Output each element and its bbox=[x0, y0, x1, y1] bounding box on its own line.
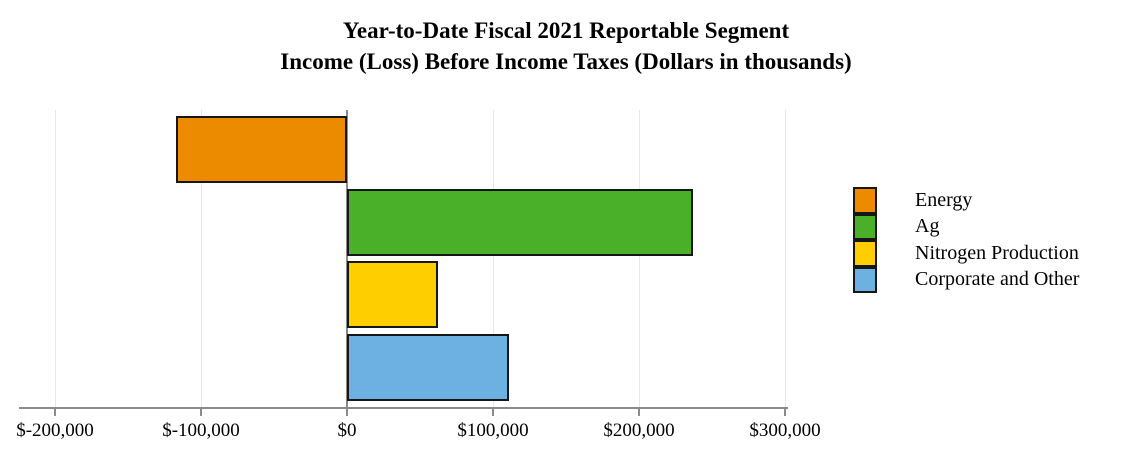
x-axis-tick bbox=[200, 407, 202, 416]
bar-nitrogen-production bbox=[347, 261, 438, 328]
x-axis-tick-label: $0 bbox=[337, 420, 357, 441]
x-axis-tick-label: $300,000 bbox=[749, 420, 821, 441]
bar-energy bbox=[176, 116, 347, 183]
legend-label: Energy bbox=[915, 188, 973, 211]
legend-label: Corporate and Other bbox=[915, 268, 1080, 291]
bar-ag bbox=[347, 188, 694, 256]
chart-title-line2: Income (Loss) Before Income Taxes (Dolla… bbox=[280, 49, 852, 74]
legend-label: Nitrogen Production bbox=[915, 241, 1079, 264]
chart-title: Year-to-Date Fiscal 2021 Reportable Segm… bbox=[0, 15, 1132, 77]
x-axis-tick bbox=[492, 407, 494, 416]
x-axis-tick bbox=[784, 407, 786, 416]
legend-item-corporate-and-other: Corporate and Other bbox=[853, 266, 1080, 293]
x-axis-tick-label: $200,000 bbox=[603, 420, 675, 441]
x-axis-tick-label: $-200,000 bbox=[16, 420, 94, 441]
x-axis-tick-label: $100,000 bbox=[457, 420, 529, 441]
gridline bbox=[493, 110, 494, 407]
gridline bbox=[639, 110, 640, 407]
legend: Energy Ag Nitrogen Production Corporate and… bbox=[853, 187, 1079, 293]
gridline bbox=[55, 110, 56, 407]
legend-swatch-ag bbox=[853, 213, 877, 240]
legend-item-ag: Ag bbox=[853, 213, 1079, 240]
gridline bbox=[785, 110, 786, 407]
zero-axis-line bbox=[346, 110, 348, 407]
x-axis-tick bbox=[346, 407, 348, 416]
gridline bbox=[201, 110, 202, 407]
legend-item-nitrogen-production: Nitrogen Production bbox=[853, 240, 1079, 267]
x-axis-tick bbox=[638, 407, 640, 416]
legend-swatch-energy bbox=[853, 187, 877, 214]
chart-title-line1: Year-to-Date Fiscal 2021 Reportable Segm… bbox=[342, 18, 790, 43]
x-axis-tick-label: $-100,000 bbox=[162, 420, 240, 441]
legend-swatch-nitrogen-production bbox=[853, 240, 877, 267]
legend-swatch-corporate-and-other bbox=[853, 266, 877, 293]
bar-corporate-and-other bbox=[347, 333, 510, 401]
x-axis-tick bbox=[54, 407, 56, 416]
legend-item-energy: Energy bbox=[853, 187, 1079, 214]
x-axis-line bbox=[19, 407, 788, 409]
legend-label: Ag bbox=[915, 215, 940, 238]
